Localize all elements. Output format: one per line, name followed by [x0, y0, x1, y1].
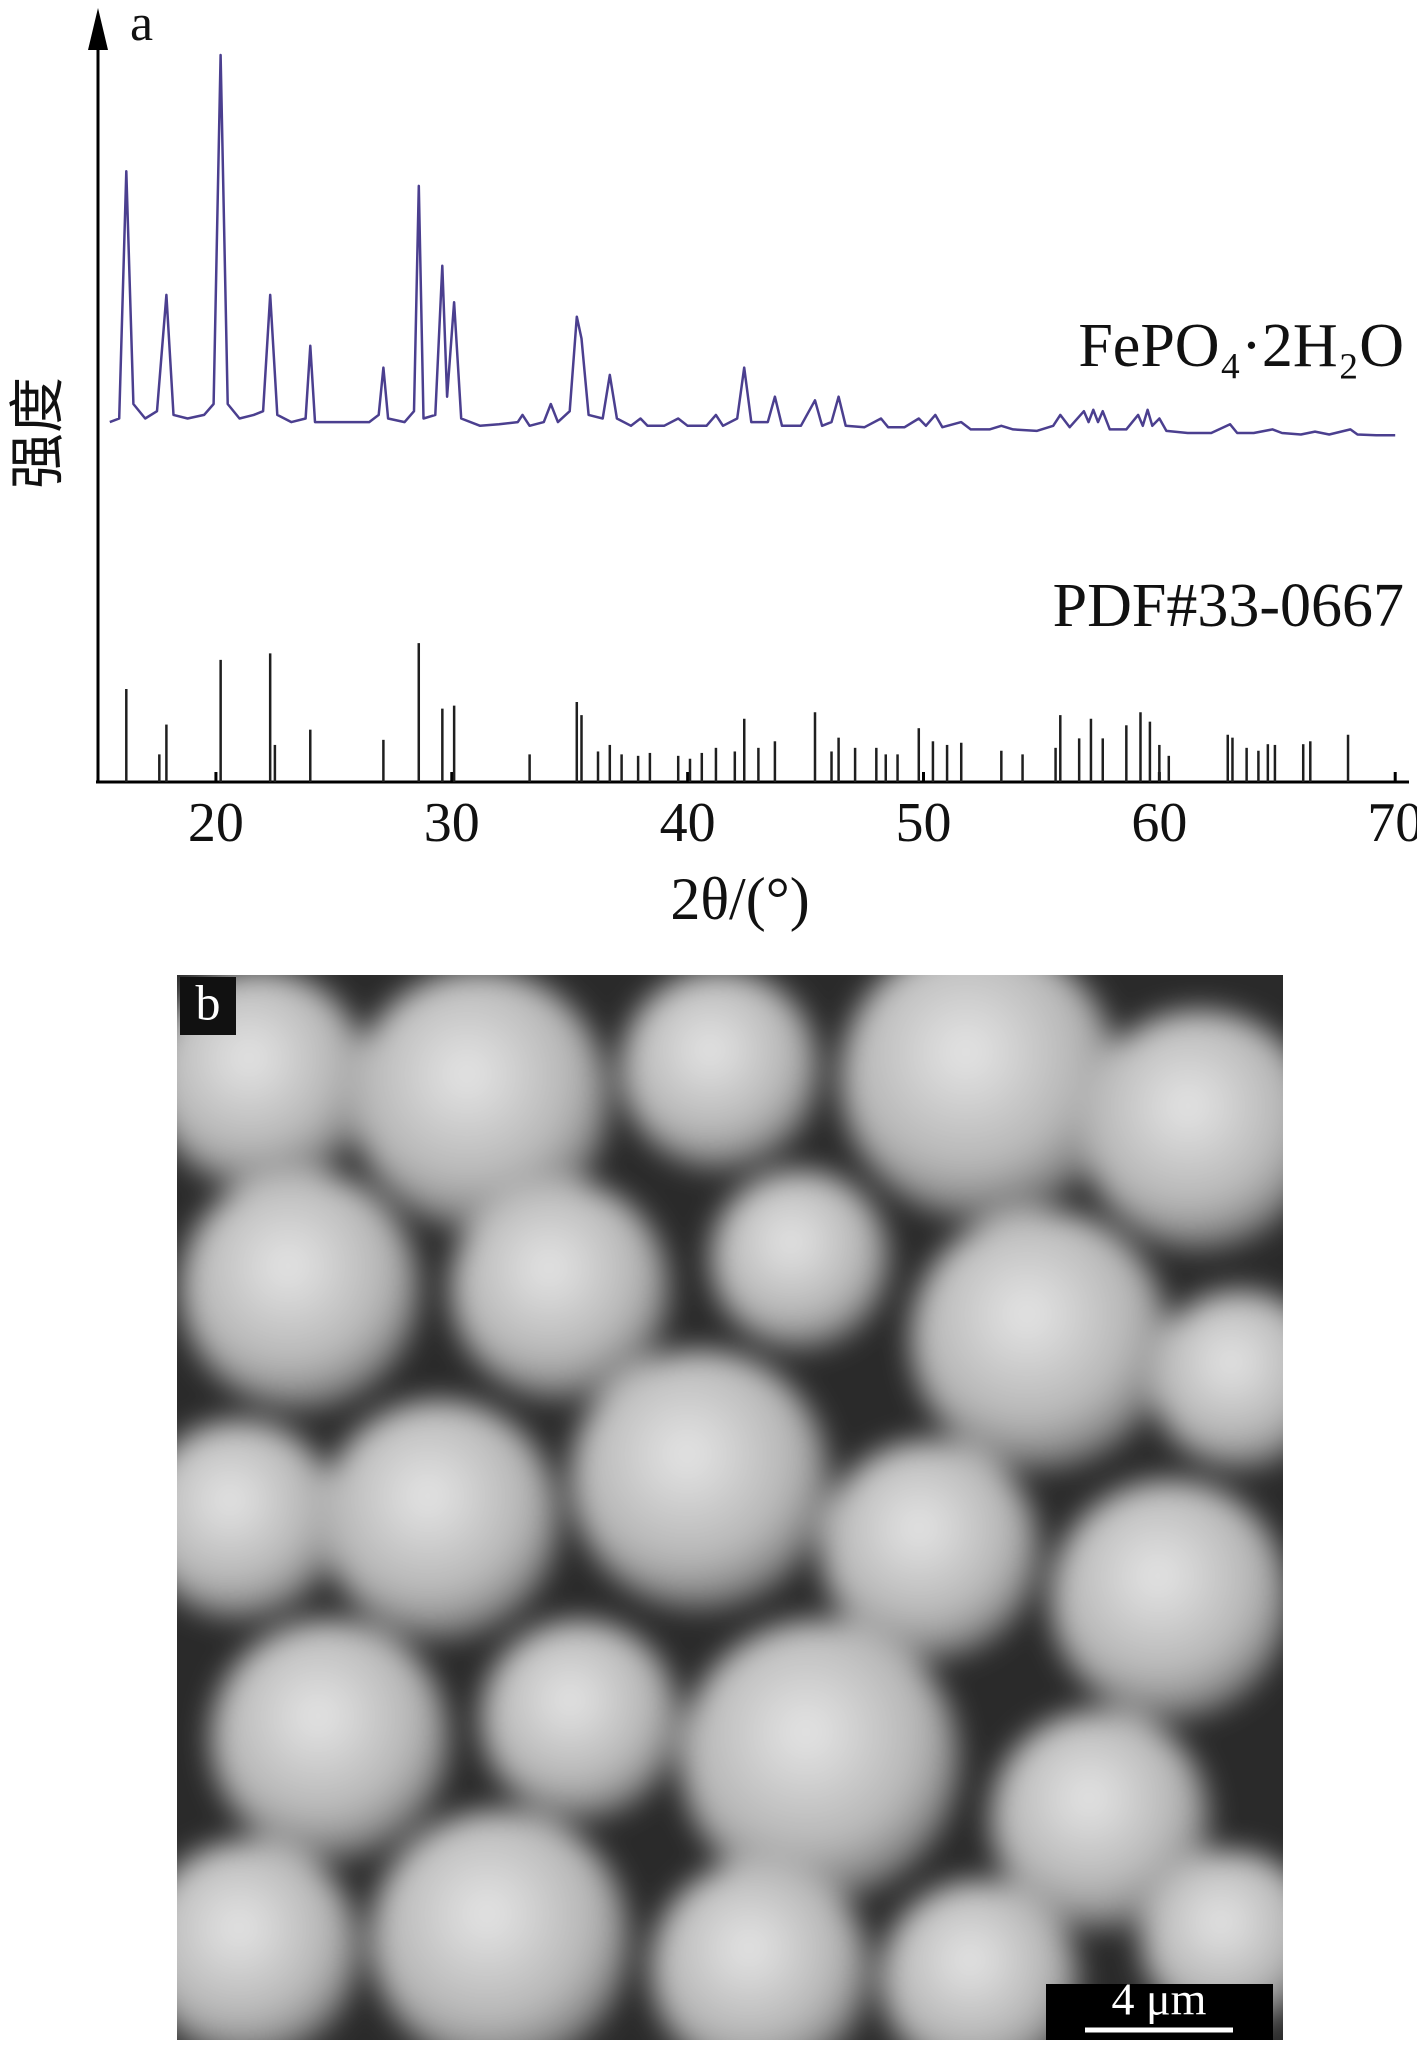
series-label: FePO₄·2H₂O	[1078, 312, 1404, 380]
x-tick-label: 20	[188, 792, 244, 854]
scale-bar-label: 4 μm	[1112, 1974, 1207, 2025]
xrd-chart: a 强度 2θ/(°) FePO₄·2H₂O PDF#33-0667 20 30 4…	[8, 0, 1417, 932]
x-tick-label: 60	[1131, 792, 1187, 854]
xrd-line	[109, 53, 1396, 437]
panel-label: a	[130, 0, 153, 52]
x-tick-label: 50	[895, 792, 951, 854]
x-tick-label: 40	[660, 792, 716, 854]
x-tick-label: 70	[1367, 792, 1417, 854]
x-axis-label: 2θ/(°)	[670, 866, 809, 932]
y-axis-arrow	[88, 8, 108, 50]
reference-label: PDF#33-0667	[1053, 572, 1404, 640]
panel-label: b	[196, 974, 221, 1030]
panel-label-box	[180, 977, 236, 1035]
x-tick-label: 30	[424, 792, 480, 854]
y-axis-label: 强度	[8, 377, 70, 489]
particles	[177, 975, 1283, 2040]
sem-image: b 4 μm	[177, 974, 1283, 2040]
